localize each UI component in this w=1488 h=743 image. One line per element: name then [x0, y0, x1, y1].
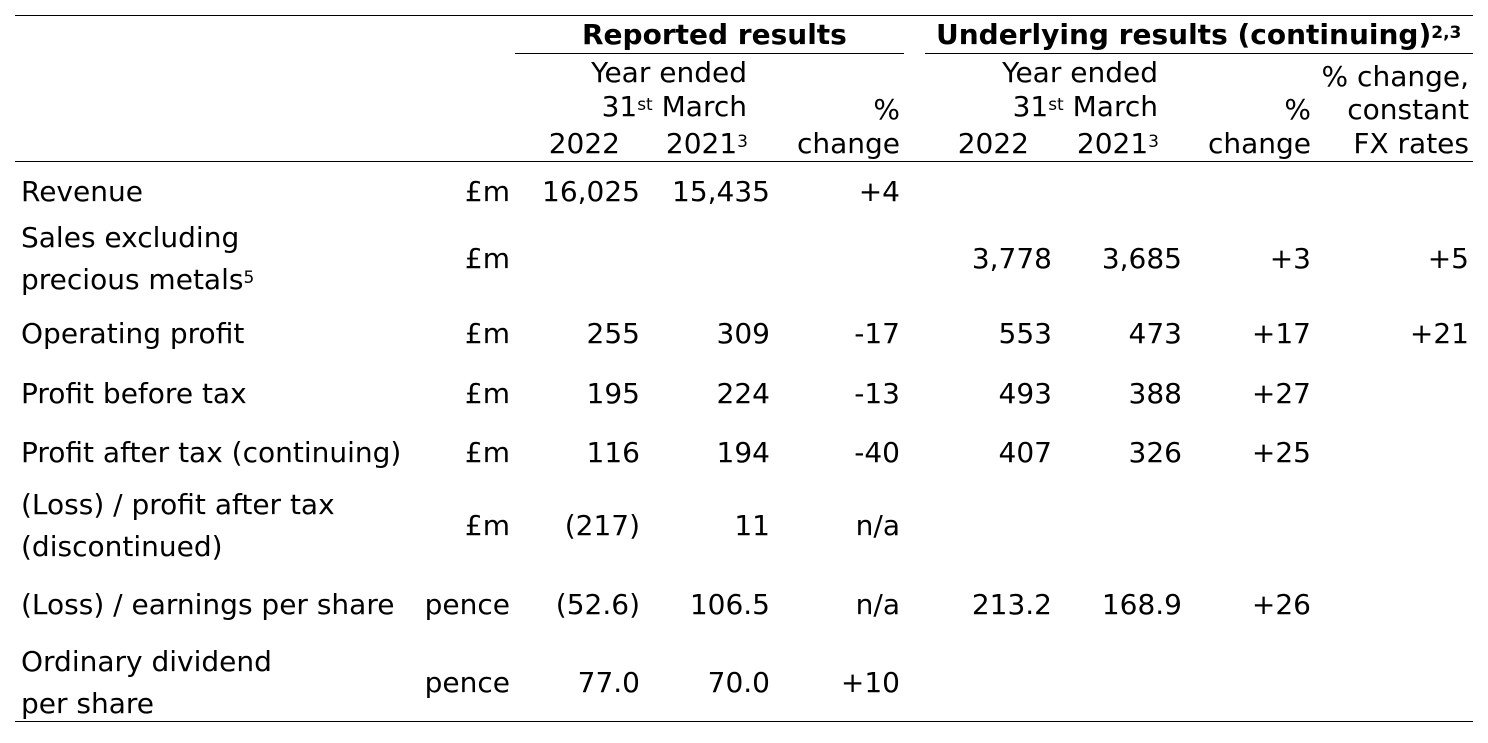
cell-reported-change: n/a [855, 588, 900, 621]
cell-reported-2021: 15,435 [672, 175, 770, 208]
cell-reported-change: -17 [854, 317, 900, 350]
cell-reported-2022: 116 [586, 436, 640, 469]
reported-col-2022: 2022 [548, 127, 620, 160]
reported-results-heading: Reported results [582, 18, 847, 51]
cell-underlying-change: +17 [1251, 317, 1311, 350]
cell-underlying-change: +27 [1251, 377, 1311, 410]
cell-underlying-2022: 213.2 [971, 588, 1052, 621]
cell-reported-2021: 309 [716, 317, 770, 350]
cell-underlying-2021: 388 [1128, 377, 1182, 410]
reported-underline [515, 53, 904, 54]
cell-underlying-change: +25 [1251, 436, 1311, 469]
cell-underlying-2022: 3,778 [971, 242, 1052, 275]
cell-reported-2021: 224 [716, 377, 770, 410]
underlying-col-2021: 20213 [1076, 127, 1159, 160]
cell-underlying-change: +26 [1251, 588, 1311, 621]
cell-reported-2021: 70.0 [707, 666, 770, 699]
header-bottom-rule [15, 161, 1473, 162]
reported-year-ended: Year ended [591, 56, 747, 89]
cell-reported-2021: 106.5 [689, 588, 770, 621]
cell-underlying-2021: 473 [1128, 317, 1182, 350]
cell-underlying-2022: 407 [998, 436, 1052, 469]
reported-col-2021: 20213 [665, 127, 748, 160]
bottom-rule [15, 721, 1473, 722]
underlying-date: 31st March [1012, 90, 1158, 123]
cell-reported-2022: 195 [586, 377, 640, 410]
row-label-profit-before-tax: Profit before tax [21, 377, 247, 410]
cell-reported-change: +4 [858, 175, 900, 208]
underlying-col-2022: 2022 [957, 127, 1029, 160]
row-unit: £m [464, 436, 510, 469]
row-label-loss-profit-line2: (discontinued) [21, 530, 223, 563]
cell-underlying-2022: 493 [998, 377, 1052, 410]
cell-reported-change: -40 [854, 436, 900, 469]
cell-fx-change: +5 [1427, 242, 1469, 275]
row-unit: pence [424, 666, 510, 699]
cell-reported-2022: 16,025 [542, 175, 640, 208]
fx-header-line3: FX rates [1353, 127, 1469, 160]
cell-reported-2022: (217) [564, 509, 640, 542]
row-label-loss-profit-line1: (Loss) / profit after tax [21, 488, 335, 521]
cell-reported-change: -13 [854, 377, 900, 410]
reported-pct: % [873, 93, 900, 126]
row-unit: £m [464, 377, 510, 410]
cell-reported-2021: 194 [716, 436, 770, 469]
row-label-sales-line2: precious metals5 [21, 263, 255, 296]
row-label-earnings-per-share: (Loss) / earnings per share [21, 588, 395, 621]
cell-fx-change: +21 [1409, 317, 1469, 350]
cell-underlying-2021: 3,685 [1101, 242, 1182, 275]
cell-reported-2022: 77.0 [577, 666, 640, 699]
cell-reported-2022: 255 [586, 317, 640, 350]
cell-underlying-2021: 326 [1128, 436, 1182, 469]
underlying-year-ended: Year ended [1002, 56, 1158, 89]
row-unit: £m [464, 175, 510, 208]
row-label-dividend-line2: per share [21, 687, 155, 720]
cell-underlying-2022: 553 [998, 317, 1052, 350]
row-label-profit-after-tax-continuing: Profit after tax (continuing) [21, 436, 402, 469]
top-rule [15, 15, 1473, 16]
row-unit: £m [464, 242, 510, 275]
fx-header-line2: constant [1347, 93, 1469, 126]
cell-underlying-2021: 168.9 [1101, 588, 1182, 621]
cell-reported-2022: (52.6) [555, 588, 640, 621]
row-unit: £m [464, 317, 510, 350]
row-label-revenue: Revenue [21, 175, 143, 208]
reported-change: change [796, 127, 900, 160]
row-unit: pence [424, 588, 510, 621]
underlying-underline [925, 53, 1473, 54]
underlying-change: change [1207, 127, 1311, 160]
row-label-sales-line1: Sales excluding [21, 221, 240, 254]
cell-reported-change: +10 [840, 666, 900, 699]
cell-reported-change: n/a [855, 509, 900, 542]
reported-date: 31st March [601, 90, 747, 123]
cell-underlying-change: +3 [1269, 242, 1311, 275]
row-label-dividend-line1: Ordinary dividend [21, 645, 272, 678]
row-unit: £m [464, 509, 510, 542]
cell-reported-2021: 11 [734, 509, 770, 542]
underlying-pct: % [1284, 93, 1311, 126]
row-label-operating-profit: Operating profit [21, 317, 245, 350]
fx-header-line1: % change, [1321, 60, 1469, 93]
underlying-results-heading: Underlying results (continuing)2,3 [936, 18, 1462, 51]
